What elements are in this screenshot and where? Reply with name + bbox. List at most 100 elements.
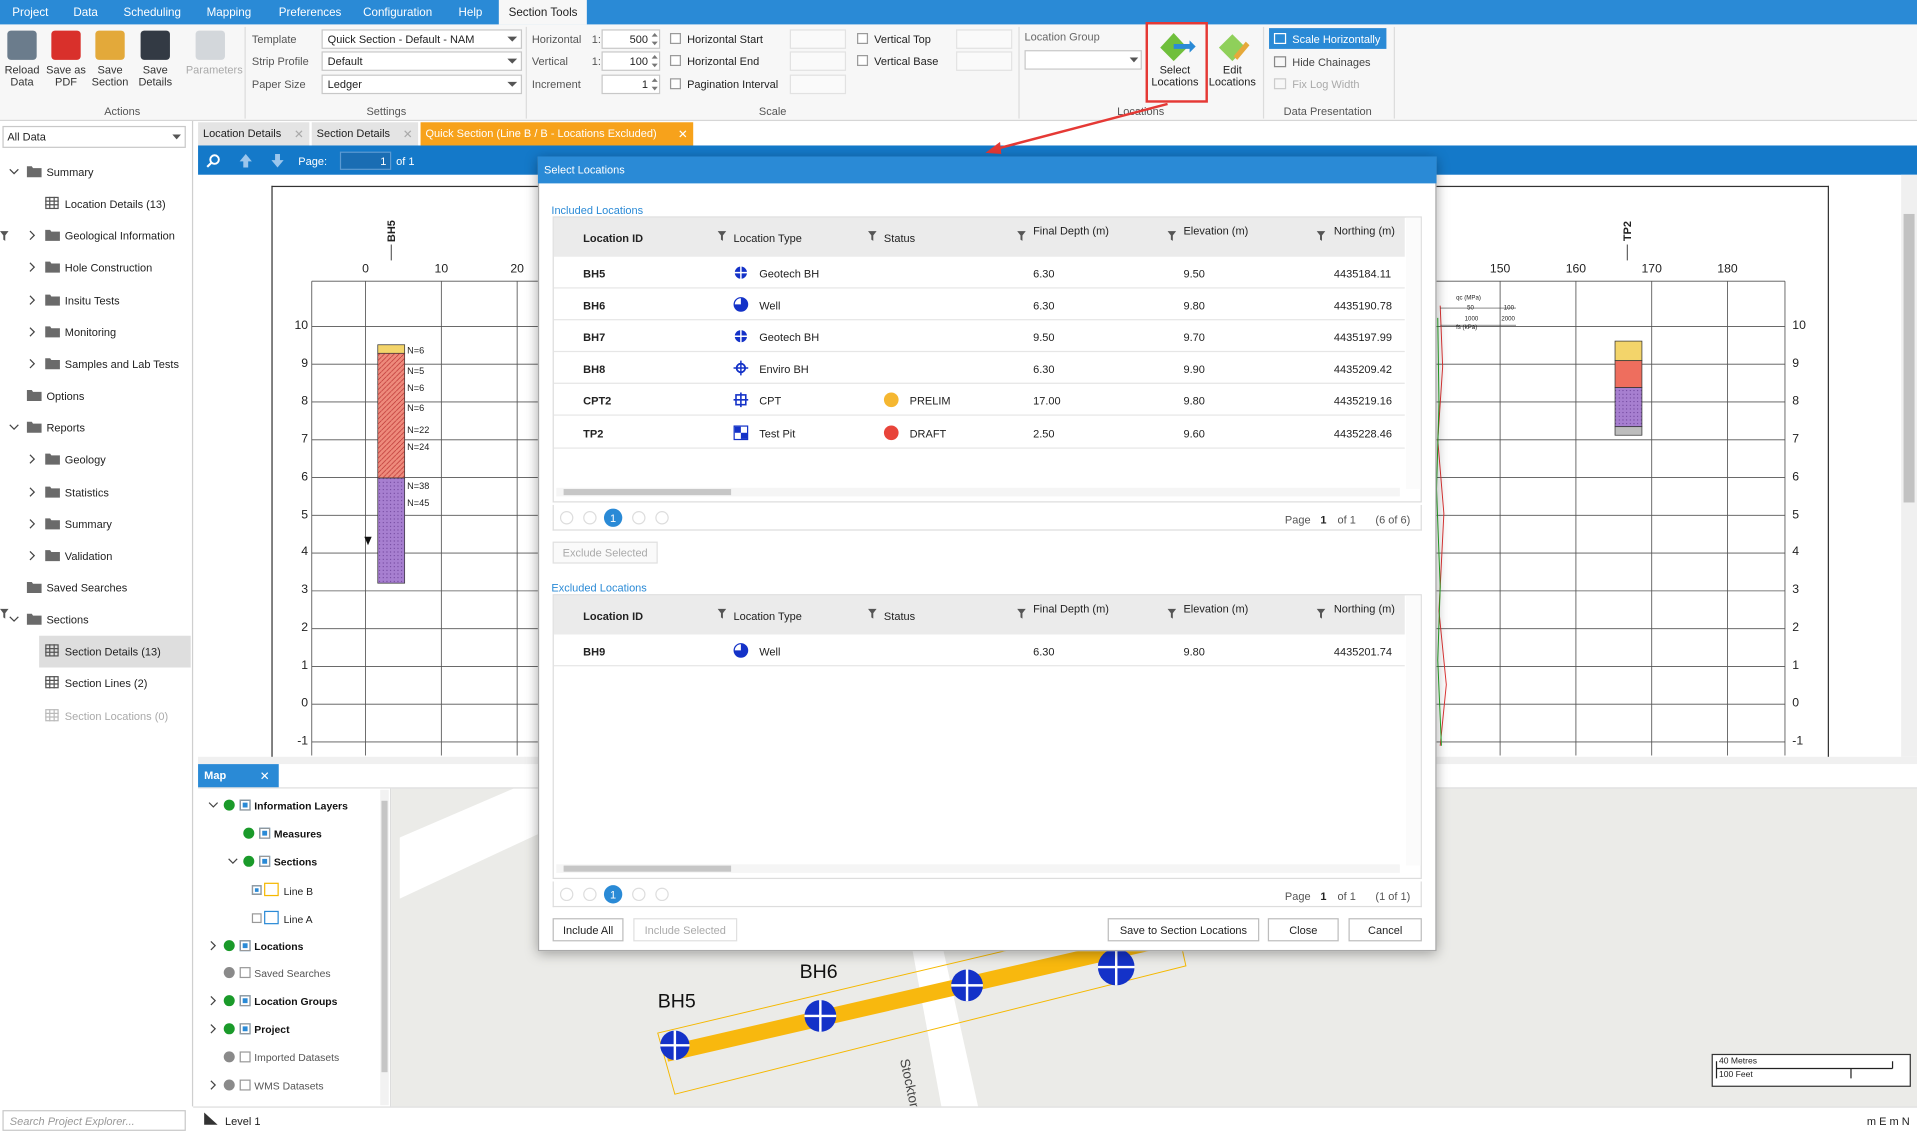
location-id[interactable]: CPT2 xyxy=(583,395,612,408)
exclude-button[interactable] xyxy=(552,541,658,564)
dropdown[interactable]: Quick Section - Default - NAM xyxy=(321,29,523,49)
checkbox[interactable] xyxy=(251,912,262,923)
location-id[interactable]: BH9 xyxy=(583,645,606,658)
dialog-button[interactable] xyxy=(1267,918,1339,942)
tree-item[interactable]: Statistics xyxy=(64,485,109,499)
column-header[interactable]: Location ID xyxy=(583,232,644,245)
checkbox[interactable] xyxy=(239,939,251,951)
column-header[interactable]: Location Type xyxy=(733,232,802,245)
pager-nav[interactable] xyxy=(583,887,597,902)
column-header[interactable]: Northing (m) xyxy=(1333,224,1395,238)
tree-item[interactable]: Section Lines (2) xyxy=(64,677,148,691)
location-id[interactable]: BH7 xyxy=(583,331,606,344)
pager-nav[interactable] xyxy=(655,887,669,902)
column-header[interactable]: Location ID xyxy=(583,610,644,623)
column-header[interactable]: Elevation (m) xyxy=(1183,224,1249,238)
menu-item[interactable]: Configuration xyxy=(363,6,433,20)
column-header[interactable]: Location Type xyxy=(733,610,802,623)
spinner[interactable] xyxy=(601,74,661,95)
tree-item[interactable]: Sections xyxy=(46,613,89,627)
menu-item[interactable]: Data xyxy=(73,6,98,20)
checkbox[interactable] xyxy=(259,855,271,867)
spinner[interactable] xyxy=(601,51,661,71)
tree-item[interactable]: Saved Searches xyxy=(46,581,128,595)
dialog-button[interactable] xyxy=(1107,918,1260,942)
tree-item[interactable]: Section Locations (0) xyxy=(64,709,169,722)
checkbox[interactable] xyxy=(239,799,251,811)
checkbox[interactable] xyxy=(251,884,262,895)
tree-item[interactable]: Samples and Lab Tests xyxy=(64,358,179,371)
dropdown[interactable] xyxy=(1024,50,1142,70)
menu-item[interactable]: Preferences xyxy=(278,6,342,20)
menu-item[interactable]: Help xyxy=(458,6,483,20)
menu-item[interactable]: Section Tools xyxy=(508,6,578,20)
checkbox[interactable] xyxy=(857,55,869,67)
menu-item[interactable]: Scheduling xyxy=(123,6,181,20)
ribbon-button[interactable]: Select Locations xyxy=(1151,63,1199,89)
ribbon-button[interactable]: Save as PDF xyxy=(46,63,86,89)
column-header[interactable]: Elevation (m) xyxy=(1183,602,1249,615)
column-header[interactable]: Northing (m) xyxy=(1333,602,1395,615)
checkbox[interactable] xyxy=(239,967,251,979)
tree-item[interactable]: Insitu Tests xyxy=(64,294,120,307)
tree-item[interactable]: Section Details (13) xyxy=(64,645,161,659)
ribbon-button[interactable]: Reload Data xyxy=(4,63,40,89)
pager-nav[interactable] xyxy=(583,511,597,525)
checkbox[interactable] xyxy=(239,995,251,1007)
location-id[interactable]: BH8 xyxy=(583,363,606,376)
pager-nav[interactable] xyxy=(632,511,646,525)
pager-nav[interactable] xyxy=(559,511,574,525)
checkbox[interactable] xyxy=(669,78,681,90)
dialog-button[interactable] xyxy=(552,918,624,942)
tree-item[interactable]: Options xyxy=(46,390,85,403)
menu-item[interactable]: Mapping xyxy=(206,6,252,20)
location-id[interactable]: TP2 xyxy=(583,427,604,440)
tree-item[interactable]: Monitoring xyxy=(64,326,117,339)
tree-item[interactable]: Validation xyxy=(64,549,113,563)
document-tab[interactable] xyxy=(311,122,419,146)
column-header[interactable]: Status xyxy=(883,232,916,245)
ribbon-option[interactable]: Fix Log Width xyxy=(1292,78,1360,91)
pager-nav[interactable] xyxy=(632,887,646,902)
checkbox[interactable] xyxy=(239,1023,251,1035)
column-header[interactable]: Final Depth (m) xyxy=(1033,602,1109,615)
menu-item[interactable]: Project xyxy=(12,6,49,20)
checkbox[interactable] xyxy=(239,1051,251,1063)
document-tab[interactable] xyxy=(420,122,694,146)
filter-dropdown[interactable] xyxy=(2,125,186,148)
ribbon-button[interactable]: Save Section xyxy=(91,63,129,89)
tree-item[interactable]: Hole Construction xyxy=(64,262,153,275)
location-id[interactable]: BH5 xyxy=(583,267,606,280)
dropdown[interactable]: Ledger xyxy=(321,74,523,95)
checkbox[interactable] xyxy=(669,55,681,67)
pager-nav[interactable] xyxy=(655,511,669,525)
page-input[interactable] xyxy=(339,151,392,170)
dialog-button[interactable] xyxy=(633,918,738,942)
spinner[interactable] xyxy=(601,29,661,49)
checkbox[interactable] xyxy=(857,33,869,45)
ribbon-option[interactable]: Hide Chainages xyxy=(1292,56,1371,69)
tree-item[interactable]: Geology xyxy=(64,453,106,467)
ribbon-button[interactable]: Parameters xyxy=(185,63,243,76)
tree-item[interactable]: Summary xyxy=(64,517,112,531)
tree-item[interactable]: Summary xyxy=(46,166,94,179)
column-header[interactable]: Status xyxy=(883,610,916,623)
checkbox[interactable] xyxy=(259,827,271,839)
tree-item[interactable]: Location Details (13) xyxy=(64,198,166,211)
location-id[interactable]: BH6 xyxy=(583,299,606,312)
checkbox[interactable] xyxy=(239,1079,251,1091)
dropdown[interactable]: Default xyxy=(321,51,523,71)
tree-item[interactable]: Reports xyxy=(46,422,85,435)
visibility-dot xyxy=(223,1023,235,1035)
column-header[interactable]: Final Depth (m) xyxy=(1033,224,1109,238)
map-tab[interactable] xyxy=(198,764,279,788)
document-tab[interactable] xyxy=(198,122,310,146)
checkbox[interactable] xyxy=(669,33,681,45)
search-box[interactable] xyxy=(2,1110,186,1131)
pager-nav[interactable] xyxy=(559,887,574,902)
dialog-button[interactable] xyxy=(1348,918,1422,942)
ribbon-button[interactable]: Edit Locations xyxy=(1208,63,1256,89)
ribbon-option[interactable]: Scale Horizontally xyxy=(1292,33,1381,46)
tree-item[interactable]: Geological Information xyxy=(64,230,175,243)
ribbon-button[interactable]: Save Details xyxy=(138,63,173,89)
